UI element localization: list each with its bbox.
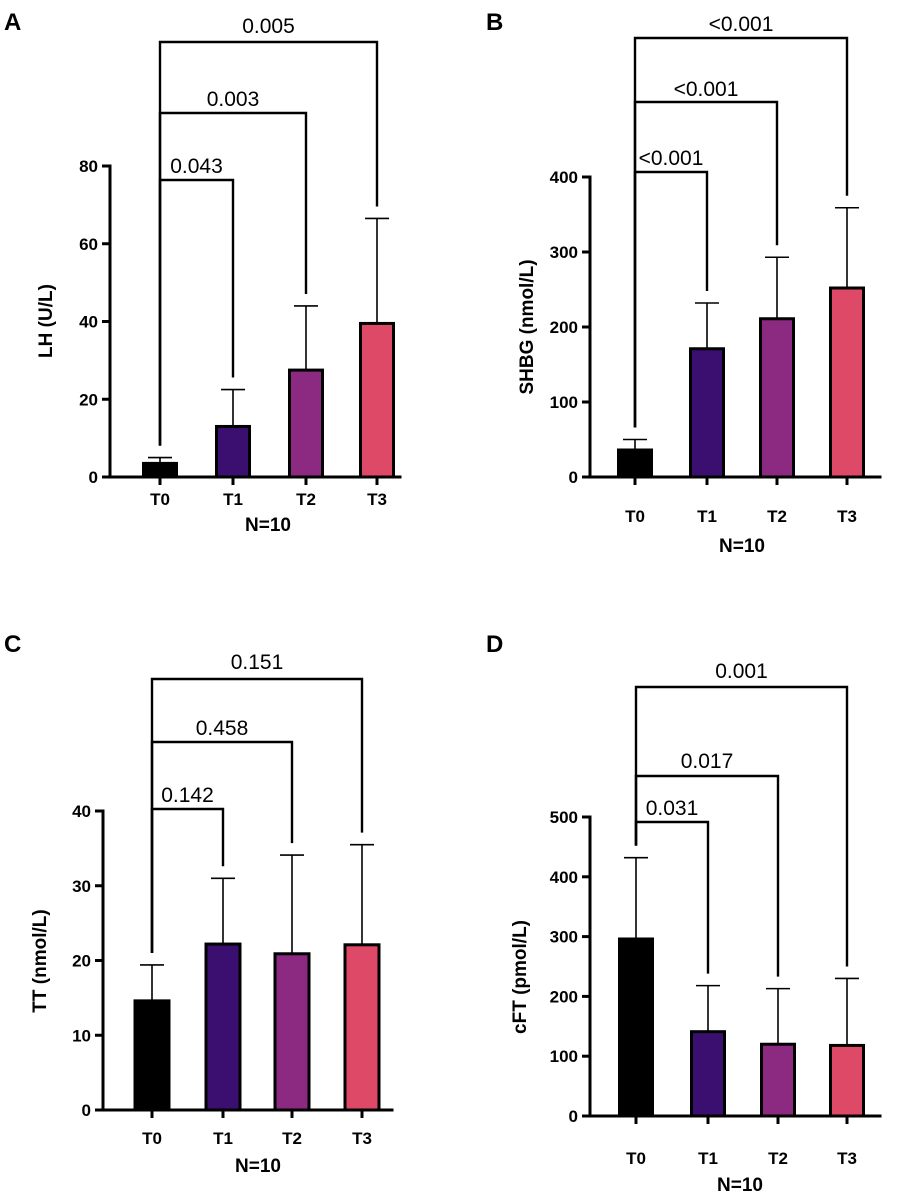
panel-c-x-tick-label: T1 <box>213 1129 233 1148</box>
panel-d-x-tick-label: T1 <box>698 1149 718 1168</box>
panel-a-p-value: 0.043 <box>170 155 223 178</box>
panel-c-x-tick-label: T3 <box>352 1129 372 1148</box>
panel-b-y-tick-label: 0 <box>569 468 578 487</box>
panel-a-bar-t2 <box>288 368 324 479</box>
panel-d-y-tick-label: 100 <box>550 1047 578 1066</box>
panel-a-x-tick-label: T3 <box>367 490 387 509</box>
panel-c-y-tick-label: 20 <box>72 952 91 971</box>
panel-c-y-tick-label: 10 <box>72 1026 91 1045</box>
panel-c-letter: C <box>4 631 21 658</box>
panel-b-y-axis-title: SHBG (nmol/L) <box>517 259 538 394</box>
panel-d-bar-t0 <box>618 937 654 1118</box>
panel-c-p-value: 0.458 <box>196 717 249 740</box>
panel-b-x-tick-label: T1 <box>697 507 717 526</box>
panel-c-ylabel: TT (nmol/L) <box>30 909 51 1012</box>
panel-a-bracket <box>158 178 235 446</box>
panel-b-bar-t1 <box>689 347 725 479</box>
panel-d-plot: 0 100 200 300 400 500 T0 T1 T2 T3 0.031 0.017 0.001 <box>550 660 882 1168</box>
panel-d-x-tick-label: T2 <box>768 1149 788 1168</box>
panel-a-ylabel: LH (U/L) <box>36 284 57 358</box>
panel-a-y-tick-label: 80 <box>79 157 98 176</box>
panel-b-p-value: <0.001 <box>639 147 704 170</box>
panel-b-plot: 0 100 200 300 400 T0 T1 T2 T3 <0.001 <0.001 <0.001 <box>550 13 882 526</box>
panel-d-bar-t3 <box>829 1043 865 1118</box>
panel-b-y-tick-label: 100 <box>550 393 578 412</box>
panel-c-x-tick-label: T0 <box>142 1129 162 1148</box>
panel-b-ylabel: SHBG (nmol/L) <box>517 259 538 394</box>
panel-a-x-tick-label: T0 <box>150 490 170 509</box>
panel-b-x-tick-label: T0 <box>625 507 645 526</box>
panel-b-bar-t3 <box>829 286 865 479</box>
panel-a-p-value: 0.003 <box>207 88 260 111</box>
panel-b-bar-t2 <box>759 317 795 479</box>
panel-a-y-axis-title: LH (U/L) <box>36 284 57 358</box>
panel-c-bracket <box>150 807 225 953</box>
panel-d-bar-t1 <box>690 1030 726 1118</box>
panel-d-p-value: 0.017 <box>681 750 734 773</box>
panel-d-y-tick-label: 500 <box>550 808 578 827</box>
panel-a: A LH (U/L) 0 20 40 60 80 T0 T1 T2 T3 0.043 0.003 0.… <box>4 9 402 536</box>
panel-a-bar-t0 <box>142 461 178 479</box>
panel-d-ylabel: cFT (pmol/L) <box>510 920 531 1034</box>
panel-a-p-value: 0.005 <box>242 15 295 38</box>
panel-d-y-tick-label: 200 <box>550 987 578 1006</box>
panel-b-p-value: <0.001 <box>709 13 774 36</box>
panel-d-y-tick-label: 400 <box>550 868 578 887</box>
panel-a-y-tick-label: 0 <box>89 468 98 487</box>
panel-b-p-value: <0.001 <box>674 78 739 101</box>
panel-a-y-tick-label: 60 <box>79 235 98 254</box>
panel-b-y-tick-label: 400 <box>550 168 578 187</box>
panel-b-letter: B <box>486 9 503 36</box>
panel-b-xlabel: N=10 <box>719 536 765 557</box>
panel-c-bracket <box>150 677 364 953</box>
panel-c-y-tick-label: 40 <box>72 802 91 821</box>
panel-d-x-tick-label: T3 <box>837 1149 857 1168</box>
panel-d-p-value: 0.001 <box>715 660 768 683</box>
panel-a-x-tick-label: T1 <box>223 490 243 509</box>
panel-c: C TT (nmol/L) 0 10 20 30 40 T0 T1 T2 T3 0.142 0.45… <box>4 631 394 1177</box>
panel-d-y-tick-label: 0 <box>569 1107 578 1126</box>
panel-b-x-tick-label: T3 <box>837 507 857 526</box>
panel-a-bar-t1 <box>215 424 251 479</box>
panel-c-p-value: 0.142 <box>161 784 214 807</box>
panel-a-x-tick-label: T2 <box>296 490 316 509</box>
panel-c-y-tick-label: 30 <box>72 877 91 896</box>
panel-b-y-tick-label: 300 <box>550 243 578 262</box>
panel-b-x-tick-label: T2 <box>767 507 787 526</box>
panel-d-bar-t2 <box>760 1042 796 1118</box>
panel-a-y-tick-label: 20 <box>79 390 98 409</box>
panel-a-bracket <box>158 40 379 446</box>
panel-a-letter: A <box>4 9 21 36</box>
panel-b-y-tick-label: 200 <box>550 318 578 337</box>
panel-d-y-tick-label: 300 <box>550 928 578 947</box>
panel-d-x-tick-label: T0 <box>626 1149 646 1168</box>
panel-c-y-tick-label: 0 <box>82 1101 91 1120</box>
panel-c-bar-t1 <box>204 942 242 1112</box>
panel-c-bar-t2 <box>273 952 311 1112</box>
panel-c-p-value: 0.151 <box>231 651 284 674</box>
panel-d-bracket <box>634 685 849 967</box>
panel-c-plot: 0 10 20 30 40 T0 T1 T2 T3 0.142 0.458 0.151 <box>72 651 394 1148</box>
panel-b-bar-t0 <box>617 448 653 479</box>
panel-c-x-tick-label: T2 <box>282 1129 302 1148</box>
panel-d-letter: D <box>486 631 503 658</box>
panel-a-y-tick-label: 40 <box>79 313 98 332</box>
panel-d-p-value: 0.031 <box>646 797 699 820</box>
panel-b: B SHBG (nmol/L) 0 100 200 300 400 T0 T1 T2 T3 <0.… <box>486 9 882 557</box>
panel-a-xlabel: N=10 <box>245 515 291 536</box>
panel-d-xlabel: N=10 <box>717 1175 763 1196</box>
panel-a-bar-t3 <box>359 321 395 479</box>
panel-c-bar-t3 <box>343 943 381 1112</box>
panel-c-bar-t0 <box>133 999 171 1112</box>
panel-d-y-axis-title: cFT (pmol/L) <box>510 920 531 1034</box>
panel-b-bracket <box>633 36 849 428</box>
panel-a-plot: 0 20 40 60 80 T0 T1 T2 T3 0.043 0.003 0.005 <box>79 15 402 509</box>
panel-c-xlabel: N=10 <box>235 1156 281 1177</box>
panel-c-y-axis-title: TT (nmol/L) <box>30 909 51 1012</box>
